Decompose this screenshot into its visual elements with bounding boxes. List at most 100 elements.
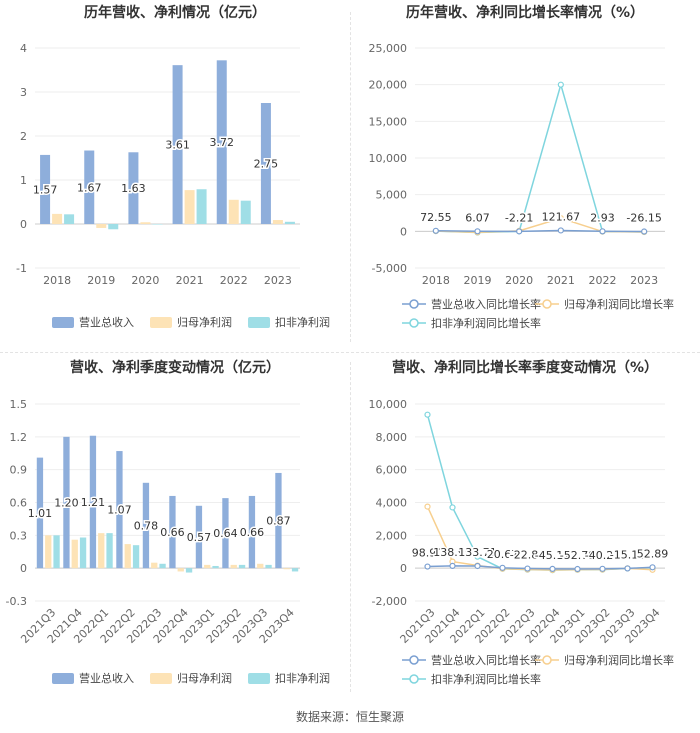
series-point <box>557 81 564 88</box>
y-tick-label: 5,000 <box>376 189 408 202</box>
bar <box>257 563 264 569</box>
bar-data-label: 1.20 <box>54 497 79 510</box>
bar <box>52 213 63 224</box>
bar <box>275 472 282 569</box>
series-point <box>449 562 456 569</box>
series-line <box>427 565 653 570</box>
line-data-label: 138.95 <box>433 546 472 559</box>
line-data-label: 72.55 <box>420 211 452 224</box>
series-point <box>557 227 564 234</box>
bar-data-label: 1.01 <box>28 507 53 520</box>
legend-label: 归母净利润同比增长率 <box>564 653 674 667</box>
x-tick-label: 2020 <box>505 274 533 287</box>
bar <box>283 568 290 570</box>
y-tick-label: 8,000 <box>376 431 408 444</box>
series-point <box>599 565 606 572</box>
horizontal-divider <box>0 352 700 353</box>
y-tick-label: -5,000 <box>372 262 407 275</box>
x-tick-label: 2018 <box>422 274 450 287</box>
legend-label: 扣非净利润 <box>275 315 330 329</box>
series-point <box>649 564 656 571</box>
chart-title: 历年营收、净利同比增长率情况（%） <box>406 4 644 21</box>
y-tick-label: 0.3 <box>10 529 28 542</box>
bar <box>284 221 295 224</box>
bar <box>89 435 97 569</box>
bar <box>265 564 272 569</box>
legend-marker <box>409 299 419 309</box>
bar <box>260 103 271 224</box>
bar <box>84 150 95 224</box>
legend-label: 营业总收入 <box>79 671 134 685</box>
bar-data-label: 3.72 <box>210 136 235 149</box>
line-data-label: 52.89 <box>637 547 669 560</box>
bar <box>159 563 166 569</box>
y-tick-label: 3 <box>20 86 27 99</box>
y-tick-label: 0 <box>400 225 407 238</box>
bar <box>230 564 237 569</box>
chart-title: 营收、净利季度变动情况（亿元） <box>70 359 280 376</box>
line-data-label: -40.27 <box>585 549 620 562</box>
series-point <box>424 411 431 418</box>
bar-data-label: 1.57 <box>33 183 58 196</box>
y-tick-label: -1 <box>16 262 27 275</box>
x-tick-label: 2020 <box>131 274 159 287</box>
y-tick-label: 1 <box>20 174 27 187</box>
bar <box>140 222 151 224</box>
line-data-label: 98.90 <box>412 547 444 560</box>
series-line <box>435 229 645 233</box>
legend-swatch <box>52 317 74 328</box>
line-data-label: -22.84 <box>510 549 545 562</box>
bar-data-label: 0.66 <box>160 526 185 539</box>
x-tick-label: 2018 <box>43 274 71 287</box>
bar <box>169 495 176 569</box>
line-data-label: 20.67 <box>487 548 519 561</box>
bar <box>63 436 70 569</box>
bar-data-label: 1.07 <box>107 504 132 517</box>
bar-data-label: 3.61 <box>165 139 190 152</box>
bar <box>185 568 193 573</box>
bar <box>184 190 195 224</box>
bar <box>195 505 203 569</box>
bar <box>212 565 219 569</box>
bar <box>228 199 239 224</box>
series-point <box>424 563 431 570</box>
legend-marker <box>542 655 552 665</box>
vertical-divider <box>350 362 351 692</box>
bar <box>216 60 227 224</box>
bar <box>64 214 75 224</box>
legend-swatch <box>248 673 270 684</box>
y-tick-label: -0.3 <box>6 595 27 608</box>
bar <box>291 568 299 572</box>
legend-swatch <box>150 317 172 328</box>
series-point <box>432 227 439 234</box>
y-tick-label: 2,000 <box>376 529 408 542</box>
y-tick-label: 25,000 <box>369 42 408 55</box>
series-point <box>641 228 648 235</box>
line-data-label: 121.67 <box>542 210 581 223</box>
bar <box>53 535 60 569</box>
bar <box>238 564 246 569</box>
line-data-label: -26.15 <box>626 212 661 225</box>
y-tick-label: 4,000 <box>376 497 408 510</box>
series-point <box>524 565 531 572</box>
y-tick-label: 6,000 <box>376 464 408 477</box>
vertical-divider <box>350 12 351 342</box>
bar-data-label: 0.64 <box>213 527 238 540</box>
y-tick-label: 0 <box>20 562 27 575</box>
legend-label: 归母净利润 <box>177 671 232 685</box>
y-tick-label: 10,000 <box>369 152 408 165</box>
line-data-label: 133.71 <box>458 546 497 559</box>
y-tick-label: 1.2 <box>10 431 28 444</box>
bar-data-label: 1.21 <box>81 496 106 509</box>
bar <box>79 537 87 569</box>
legend-label: 归母净利润同比增长率 <box>564 297 674 311</box>
legend-swatch <box>150 673 172 684</box>
bar <box>172 65 183 224</box>
legend-label: 扣非净利润同比增长率 <box>431 672 541 686</box>
series-point <box>424 503 431 510</box>
legend-marker <box>409 318 419 328</box>
x-tick-label: 2023 <box>630 274 658 287</box>
chart-title: 营收、净利同比增长率季度变动情况（%） <box>392 359 658 376</box>
series-point <box>474 553 481 560</box>
